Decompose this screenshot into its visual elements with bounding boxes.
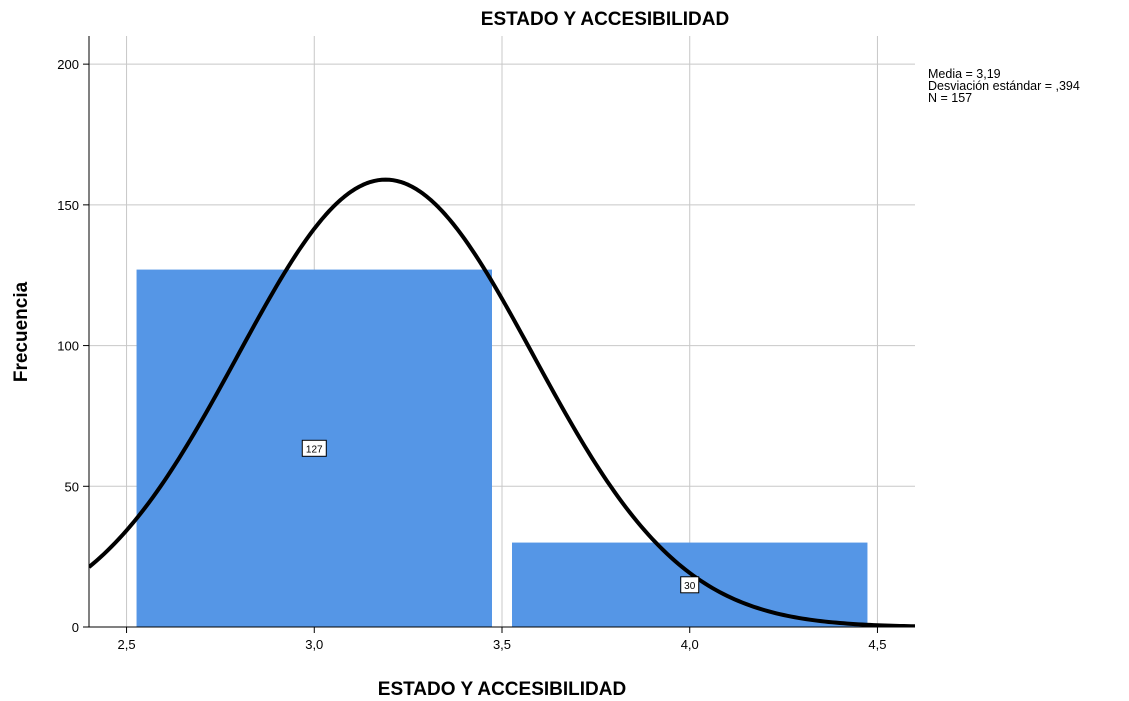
y-tick-label: 100	[57, 339, 79, 354]
data-label-box	[680, 576, 700, 594]
x-tick-label: 4,0	[681, 637, 699, 652]
x-tick-label: 3,5	[493, 637, 511, 652]
x-tick-labels: 2,5 3,0 3,5 4,0 4,5	[118, 627, 886, 652]
stats-line: Desviación estándar = ,394	[928, 79, 1080, 93]
normal-curve	[89, 177, 915, 627]
y-axis-label: Frecuencia	[11, 281, 32, 382]
data-label: 127	[306, 444, 323, 455]
x-axis-label: ESTADO Y ACCESIBILIDAD	[378, 679, 626, 700]
y-tick-labels: 0 50 100 150 200	[57, 57, 89, 635]
stats-line: N = 157	[928, 91, 972, 105]
x-tick-label: 2,5	[118, 637, 136, 652]
x-tick-label: 4,5	[868, 637, 886, 652]
normal-curve-group	[89, 177, 915, 627]
chart-title: ESTADO Y ACCESIBILIDAD	[481, 9, 729, 30]
y-tick-label: 200	[57, 57, 79, 72]
data-label-box	[301, 439, 327, 457]
y-tick-label: 150	[57, 198, 79, 213]
data-labels-group: 127 30	[301, 439, 700, 594]
y-tick-label: 50	[65, 479, 79, 494]
y-tick-label: 0	[72, 620, 79, 635]
stats-line: Media = 3,19	[928, 67, 1001, 81]
x-tick-label: 3,0	[305, 637, 323, 652]
data-label: 30	[684, 581, 696, 592]
